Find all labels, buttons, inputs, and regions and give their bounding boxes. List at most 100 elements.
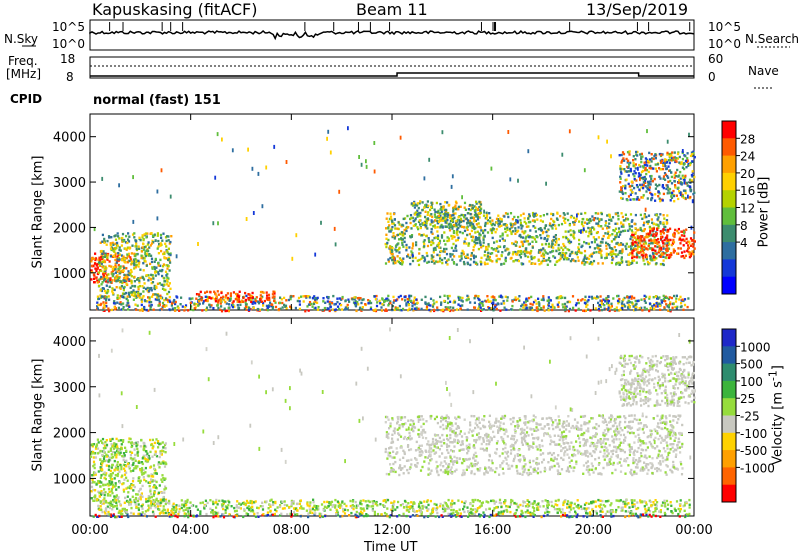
data-cell: [181, 504, 183, 506]
data-cell: [151, 289, 153, 291]
data-cell: [212, 503, 214, 505]
data-cell: [267, 305, 269, 307]
data-cell: [403, 218, 405, 220]
data-cell: [443, 231, 445, 233]
data-cell: [660, 236, 662, 238]
data-cell: [182, 305, 184, 307]
data-cell: [185, 509, 187, 511]
data-cell: [488, 516, 490, 518]
data-cell: [628, 246, 630, 248]
data-cell: [628, 254, 630, 256]
data-cell: [467, 229, 469, 231]
data-cell: [672, 307, 674, 309]
data-cell: [606, 302, 608, 304]
data-cell: [214, 176, 216, 180]
data-cell: [252, 292, 254, 294]
data-cell: [588, 232, 590, 234]
data-cell: [687, 165, 689, 167]
data-cell: [652, 511, 654, 513]
data-cell: [555, 250, 557, 252]
data-cell: [447, 295, 449, 297]
data-cell: [160, 234, 162, 236]
data-cell: [192, 515, 194, 517]
data-cell: [100, 270, 102, 272]
data-cell: [113, 302, 115, 304]
data-cell: [642, 254, 644, 256]
data-cell: [655, 262, 657, 264]
data-cell: [524, 253, 526, 255]
data-cell: [288, 506, 290, 508]
data-cell: [553, 236, 555, 238]
data-cell: [349, 500, 351, 502]
data-cell: [484, 262, 486, 264]
data-cell: [423, 516, 425, 518]
data-cell: [617, 212, 619, 214]
data-cell: [187, 510, 189, 512]
data-cell: [410, 236, 412, 238]
data-cell: [260, 294, 262, 296]
data-cell: [278, 308, 280, 310]
data-cell: [683, 257, 685, 259]
data-cell: [632, 239, 634, 241]
data-cell: [602, 228, 604, 230]
data-cell: [160, 297, 162, 299]
data-cell: [342, 296, 344, 298]
data-cell: [551, 227, 553, 229]
data-cell: [644, 236, 646, 238]
data-cell: [508, 252, 510, 254]
data-cell: [631, 255, 633, 257]
data-cell: [110, 242, 112, 244]
data-cell: [688, 133, 690, 137]
data-cell: [355, 305, 357, 307]
data-cell: [642, 250, 644, 252]
data-cell: [689, 186, 691, 188]
data-cell: [419, 212, 421, 214]
data-cell: [567, 301, 569, 303]
data-cell: [653, 255, 655, 257]
data-cell: [480, 226, 482, 228]
data-cell: [677, 198, 679, 200]
data-cell: [423, 222, 425, 224]
data-cell: [637, 244, 639, 246]
data-cell: [677, 513, 679, 515]
data-cell: [131, 252, 133, 254]
data-cell: [647, 261, 649, 263]
data-cell: [641, 218, 643, 220]
data-cell: [454, 247, 456, 249]
data-cell: [587, 227, 589, 229]
data-cell: [496, 240, 498, 242]
data-cell: [661, 301, 663, 303]
data-cell: [540, 219, 542, 221]
data-cell: [689, 506, 691, 508]
data-cell: [633, 175, 635, 177]
data-cell: [461, 516, 463, 518]
data-cell: [142, 243, 144, 245]
data-cell: [427, 217, 429, 219]
data-cell: [596, 295, 598, 297]
data-cell: [684, 304, 686, 306]
data-cell: [687, 195, 689, 199]
data-cell: [426, 303, 428, 305]
data-cell: [408, 246, 410, 248]
data-cell: [273, 295, 275, 297]
data-cell: [574, 260, 576, 262]
data-cell: [663, 259, 665, 261]
data-cell: [326, 137, 328, 141]
data-cell: [478, 236, 480, 238]
data-cell: [415, 244, 417, 246]
data-cell: [637, 247, 639, 251]
data-cell: [155, 516, 157, 518]
data-cell: [421, 234, 423, 236]
colorbar-tick-label: 16: [740, 184, 755, 198]
data-cell: [564, 297, 566, 299]
data-cell: [622, 243, 624, 245]
data-cell: [119, 297, 121, 299]
data-cell: [632, 159, 634, 161]
data-cell: [220, 292, 222, 294]
data-cell: [174, 307, 176, 309]
data-cell: [262, 304, 264, 306]
data-cell: [487, 243, 489, 245]
data-cell: [601, 309, 603, 311]
data-cell: [545, 243, 547, 245]
data-cell: [105, 507, 107, 509]
